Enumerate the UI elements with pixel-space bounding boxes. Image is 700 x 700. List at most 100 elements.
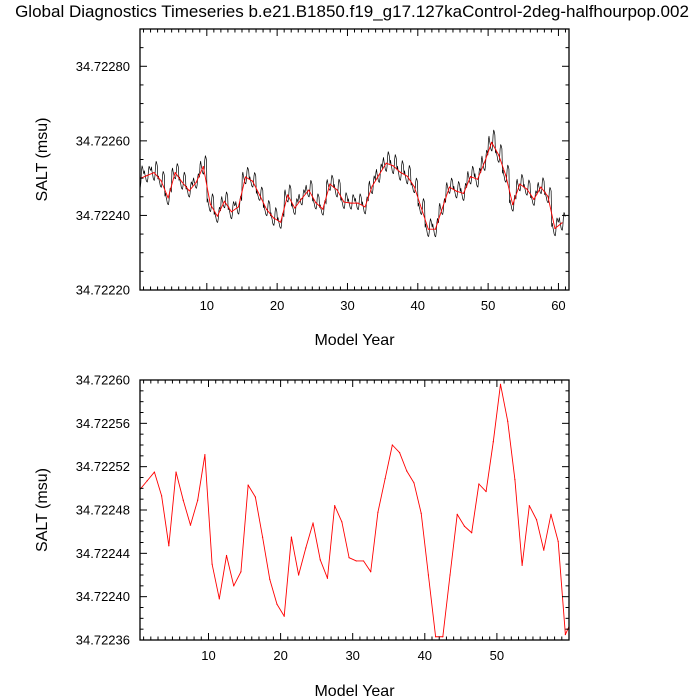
bottom-annual-point <box>240 571 242 573</box>
bottom-annual-point <box>514 479 516 481</box>
bottom-annual-point <box>521 564 523 566</box>
top-annual-point <box>294 207 296 209</box>
bottom-x-tick-label: 40 <box>418 648 432 663</box>
bottom-x-ticks: 10 20 30 40 50 <box>143 380 570 663</box>
top-plot-frame <box>139 28 570 291</box>
bottom-annual-point <box>543 549 545 551</box>
top-annual-point <box>287 194 289 196</box>
top-annual-point <box>209 203 211 205</box>
top-annual-point <box>455 190 458 192</box>
top-annual-point <box>167 197 169 199</box>
top-annual-point <box>491 141 493 143</box>
bottom-annual-point <box>485 490 487 493</box>
bottom-annual-point <box>153 471 156 473</box>
top-annual-point <box>406 175 408 177</box>
top-annual-point <box>526 188 528 190</box>
bottom-annual-point <box>334 505 336 507</box>
top-annual-point <box>280 221 282 223</box>
top-x-tick-label: 20 <box>270 298 284 313</box>
top-plot-area <box>140 129 566 238</box>
top-annual-point <box>364 206 366 208</box>
top-annual-point <box>202 165 204 168</box>
bottom-annual-point <box>471 532 473 534</box>
top-y-tick-label: 34.72260 <box>76 133 130 148</box>
bottom-annual-point <box>377 511 379 513</box>
top-annual-series <box>140 141 563 230</box>
top-annual-point <box>322 208 324 210</box>
top-panel: 10 20 30 40 50 60 34.7222034.7224034.7226034.… <box>34 28 570 349</box>
bottom-y-tick-label: 34.72236 <box>76 633 130 648</box>
bottom-annual-point <box>269 578 271 580</box>
top-annual-point <box>216 215 218 217</box>
top-annual-point <box>357 202 359 204</box>
bottom-annual-point <box>312 522 314 524</box>
top-x-tick-label: 50 <box>481 298 495 313</box>
top-annual-point <box>153 171 155 174</box>
top-annual-point <box>399 171 401 173</box>
bottom-annual-point <box>254 496 256 498</box>
bottom-annual-point <box>146 480 148 482</box>
bottom-annual-point <box>499 383 502 385</box>
top-monthly-line <box>140 129 566 238</box>
bottom-annual-point <box>348 557 350 559</box>
top-annual-point <box>258 194 261 196</box>
bottom-y-ticks: 34.72236 34.72240 34.72244 34.72248 34.72252… <box>76 373 569 648</box>
bottom-annual-point <box>290 536 293 538</box>
top-annual-point <box>441 207 444 209</box>
bottom-annual-point <box>175 471 177 473</box>
bottom-annual-point <box>211 563 213 565</box>
top-annual-point <box>336 189 338 191</box>
bottom-plot-area <box>140 383 569 638</box>
top-annual-point <box>308 189 310 191</box>
top-annual-point <box>223 200 225 202</box>
bottom-annual-point <box>557 540 559 543</box>
top-annual-point <box>230 211 233 213</box>
bottom-annual-point <box>204 454 206 456</box>
top-annual-point <box>265 208 268 211</box>
bottom-annual-point <box>413 482 415 484</box>
bottom-y-tick-label: 34.72248 <box>76 503 130 518</box>
bottom-annual-point <box>406 470 408 472</box>
bottom-annual-point <box>233 585 235 587</box>
bottom-annual-point <box>161 495 163 497</box>
top-annual-point <box>343 201 345 203</box>
bottom-annual-line <box>140 383 569 638</box>
bottom-plot-viewport <box>140 383 569 638</box>
top-annual-point <box>420 207 422 209</box>
bottom-annual-point <box>261 536 264 538</box>
bottom-y-axis-title: SALT (msu) <box>34 468 51 552</box>
top-annual-point <box>237 206 240 208</box>
bottom-annual-point <box>420 512 422 514</box>
top-annual-point <box>251 180 254 182</box>
top-annual-point <box>469 176 472 178</box>
top-x-axis-title: Model Year <box>314 332 395 349</box>
top-annual-point <box>462 192 465 195</box>
top-annual-point <box>427 228 429 230</box>
bottom-annual-point <box>305 547 307 549</box>
top-annual-point <box>554 227 556 230</box>
bottom-x-tick-label: 50 <box>490 648 504 663</box>
bottom-panel: 10 20 30 40 50 34.7223634.7224034.7224434.72… <box>34 373 570 700</box>
bottom-annual-point <box>384 477 386 480</box>
top-annual-point <box>160 180 162 182</box>
top-annual-point <box>188 190 190 192</box>
bottom-annual-point <box>456 513 458 515</box>
bottom-annual-point <box>218 598 220 600</box>
top-annual-point <box>378 174 380 176</box>
bottom-y-tick-label: 34.72240 <box>76 589 130 604</box>
bottom-annual-point <box>550 513 552 515</box>
bottom-annual-point <box>362 560 365 562</box>
bottom-annual-point <box>463 525 466 527</box>
top-annual-point <box>540 186 542 188</box>
top-y-axis-title: SALT (msu) <box>34 118 51 202</box>
bottom-annual-point <box>168 545 170 547</box>
top-annual-point <box>385 162 387 164</box>
top-annual-point <box>561 222 563 224</box>
top-annual-point <box>244 176 247 178</box>
bottom-annual-point <box>398 451 401 454</box>
top-y-ticks: 34.72220 34.72240 34.72260 34.72280 <box>76 28 569 298</box>
top-annual-point <box>329 183 331 185</box>
bottom-annual-series <box>140 383 569 638</box>
top-annual-point <box>512 204 514 206</box>
